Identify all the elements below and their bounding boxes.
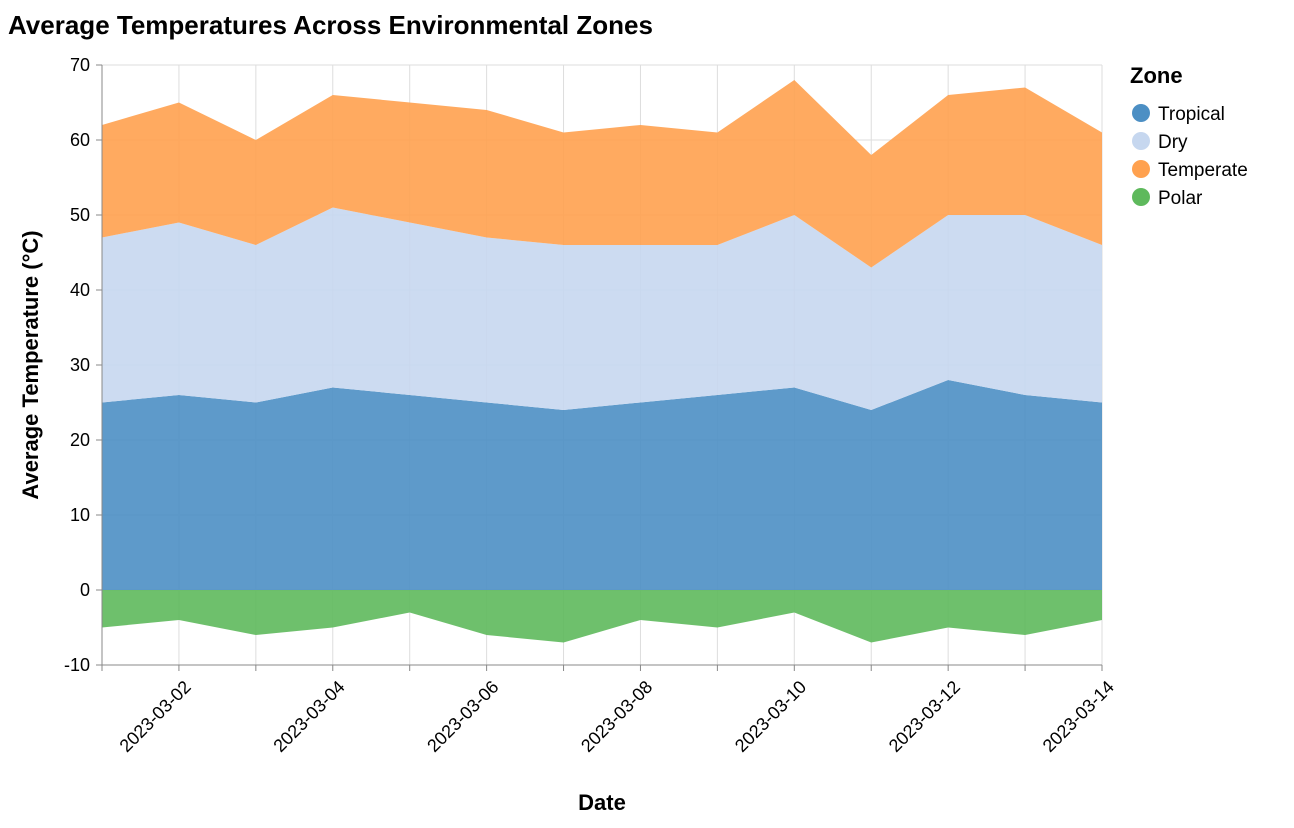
y-tick-label: 50 xyxy=(70,205,90,225)
area-dry xyxy=(102,207,1102,410)
x-axis-title: Date xyxy=(578,790,626,815)
legend-label-tropical: Tropical xyxy=(1158,104,1225,125)
y-tick-label: 70 xyxy=(70,55,90,75)
y-tick-label: 30 xyxy=(70,355,90,375)
legend-label-temperate: Temperate xyxy=(1158,160,1248,181)
x-tick-label: 2023-03-12 xyxy=(885,677,964,756)
y-tick-label: -10 xyxy=(64,655,90,675)
area-temperate xyxy=(102,80,1102,268)
y-tick-label: 40 xyxy=(70,280,90,300)
legend-swatch-temperate xyxy=(1132,160,1150,178)
y-tick-label: 10 xyxy=(70,505,90,525)
y-tick-label: 20 xyxy=(70,430,90,450)
legend: Zone Tropical Dry Temperate Polar xyxy=(1130,63,1248,209)
x-tick-label: 2023-03-10 xyxy=(731,677,810,756)
area-polar xyxy=(102,590,1102,643)
legend-title: Zone xyxy=(1130,63,1183,88)
legend-swatch-tropical xyxy=(1132,104,1150,122)
x-tick-label: 2023-03-06 xyxy=(423,677,502,756)
chart-title: Average Temperatures Across Environmenta… xyxy=(8,10,653,40)
area-layer xyxy=(102,80,1102,643)
x-tick-label: 2023-03-04 xyxy=(269,677,348,756)
area-tropical xyxy=(102,380,1102,590)
y-axis-title: Average Temperature (°C) xyxy=(18,230,43,499)
legend-swatch-dry xyxy=(1132,132,1150,150)
x-tick-label: 2023-03-08 xyxy=(577,677,656,756)
y-tick-label: 0 xyxy=(80,580,90,600)
x-tick-label: 2023-03-02 xyxy=(116,677,195,756)
legend-label-dry: Dry xyxy=(1158,132,1188,153)
legend-swatch-polar xyxy=(1132,188,1150,206)
x-tick-label: 2023-03-14 xyxy=(1039,677,1118,756)
y-tick-label: 60 xyxy=(70,130,90,150)
legend-label-polar: Polar xyxy=(1158,188,1203,209)
